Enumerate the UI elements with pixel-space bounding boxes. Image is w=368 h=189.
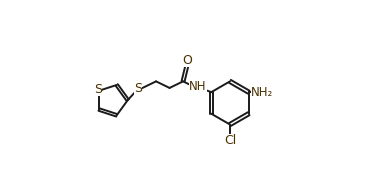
Text: NH₂: NH₂ xyxy=(251,86,273,99)
Text: Cl: Cl xyxy=(224,134,236,147)
Text: S: S xyxy=(134,82,142,95)
Text: S: S xyxy=(94,83,102,96)
Text: O: O xyxy=(182,54,192,67)
Text: NH: NH xyxy=(189,81,207,94)
